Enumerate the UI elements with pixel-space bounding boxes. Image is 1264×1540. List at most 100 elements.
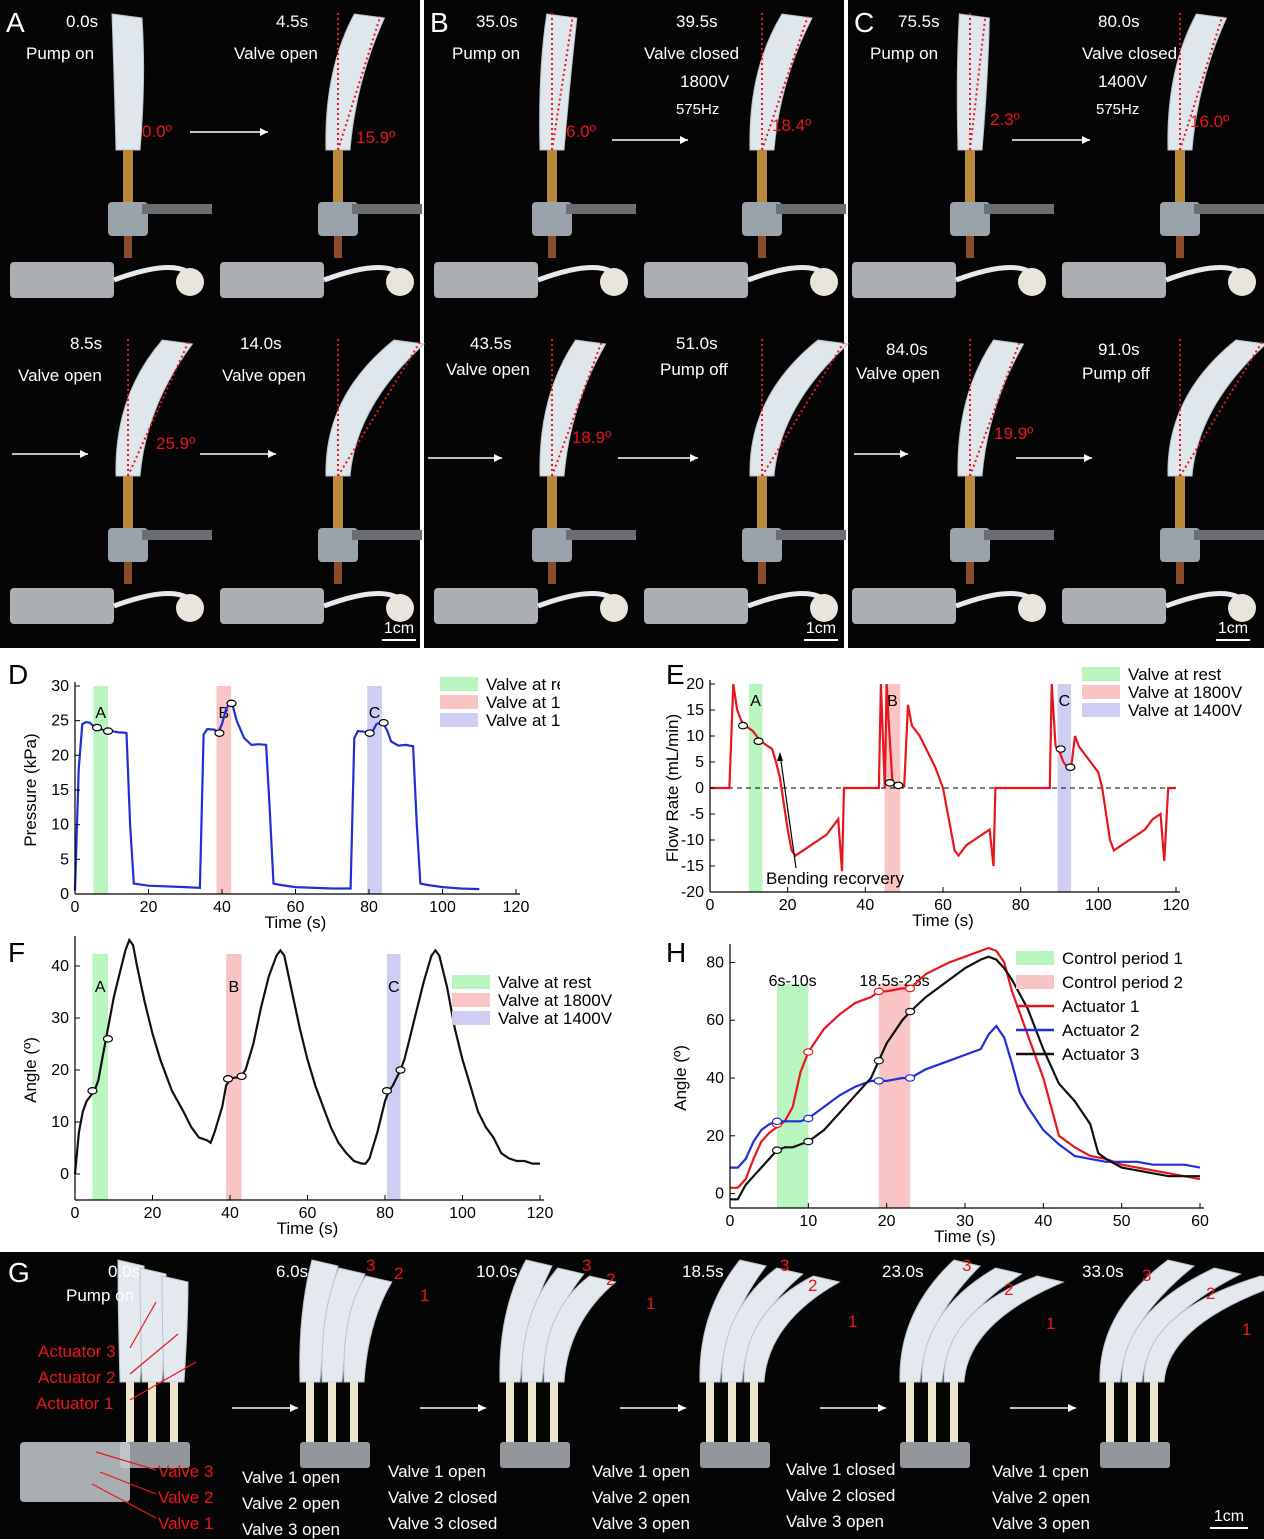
band-label: 6s-10s: [769, 973, 817, 990]
photo-panel-g: [0, 1252, 1264, 1539]
arrow-head: [878, 1404, 886, 1412]
angle-label: 25.9º: [156, 434, 196, 453]
pump-cap: [1228, 594, 1256, 622]
band-label: A: [750, 693, 761, 710]
angle-label: 18.9º: [572, 428, 612, 447]
y-tick-label: 0: [60, 1166, 69, 1183]
time-label: 4.5s: [276, 12, 309, 31]
actuator-figure: [644, 10, 846, 298]
state-label: Valve closed: [1082, 44, 1178, 63]
y-tick-label: -20: [681, 884, 704, 901]
time-label: 75.5s: [898, 12, 940, 31]
legend-label: Control period 1: [1062, 949, 1183, 968]
x-tick-label: 60: [934, 897, 952, 914]
panel-label-g: G: [8, 1257, 30, 1288]
data-marker: [381, 1087, 393, 1095]
soft-actuator: [749, 339, 850, 477]
data-marker: [222, 1075, 234, 1083]
soft-actuator: [957, 339, 1025, 477]
tube: [950, 1382, 958, 1442]
pump-cap: [386, 268, 414, 296]
actuator-figure: [852, 10, 1054, 298]
needle: [966, 562, 974, 584]
tube: [728, 1382, 736, 1442]
soft-actuator: [543, 1275, 617, 1383]
valve-device: [434, 588, 538, 624]
actuator-label: Actuator 2: [38, 1368, 116, 1387]
angle-guide: [337, 15, 382, 151]
x-tick-label: 40: [213, 899, 231, 916]
angle-label: 15.9º: [356, 128, 396, 147]
panel-g-illustration: [20, 1259, 1264, 1519]
flow-rate-chart: A B C 0 20 40 60 80 100 120 -20 -15 -10 -5 0 5 10 15 20 Tim…: [663, 665, 1243, 930]
actuator-group: [1099, 1259, 1264, 1468]
data-marker: [884, 779, 895, 787]
needle: [966, 236, 974, 258]
series-line: [73, 701, 480, 891]
actuator-group: [117, 1259, 190, 1468]
actuator-figure: [220, 10, 422, 298]
needle: [548, 562, 556, 584]
annotation-arrow-head: [777, 752, 783, 761]
brass-tube: [757, 476, 767, 528]
angle-guide: [337, 341, 421, 477]
clamp: [1194, 530, 1264, 540]
pointer-line: [129, 1361, 197, 1401]
soft-actuator: [111, 13, 145, 151]
series-line: [710, 683, 1176, 872]
photo-illustrations: [10, 10, 1264, 624]
x-tick-label: 120: [503, 899, 530, 916]
legend-swatch: [452, 975, 490, 989]
legend-label: Valve at 1400V: [498, 1009, 613, 1028]
data-marker: [1065, 763, 1076, 772]
legend-swatch: [1016, 975, 1054, 989]
brass-tube: [333, 476, 343, 528]
y-tick-label: 20: [51, 747, 69, 764]
data-marker: [803, 1048, 814, 1056]
g-time-label: 33.0s: [1082, 1262, 1124, 1281]
tube: [1128, 1382, 1136, 1442]
annotation-arrow: [779, 753, 797, 869]
shaded-band: [93, 686, 109, 894]
legend-label: Valve at 1800V: [498, 991, 613, 1010]
clamp: [142, 204, 212, 214]
actuator-number: 1: [1242, 1320, 1252, 1339]
valve-device: [220, 262, 324, 298]
valve-device: [434, 262, 538, 298]
tube: [528, 1382, 536, 1442]
arrow-head: [678, 1404, 686, 1412]
state-label: Pump off: [1082, 364, 1150, 383]
data-marker: [803, 1114, 814, 1123]
tube: [550, 1382, 558, 1442]
scale-bar: 1cm: [382, 620, 416, 641]
frequency-label: 575Hz: [676, 101, 720, 118]
actuator-group: [299, 1259, 393, 1468]
data-marker: [364, 729, 375, 737]
time-label: 0.0s: [66, 12, 99, 31]
shaded-band: [367, 686, 382, 894]
shaded-band: [878, 984, 911, 1208]
arrow-head: [80, 450, 88, 458]
shaded-band: [777, 984, 809, 1208]
tube: [1150, 1382, 1158, 1442]
actuator-number: 3: [366, 1256, 376, 1275]
data-marker: [873, 1056, 884, 1065]
y-tick-label: 60: [706, 1012, 724, 1029]
y-tick-label: 40: [706, 1070, 724, 1087]
manifold: [500, 1442, 570, 1468]
actuator-group: [899, 1259, 1065, 1468]
clamp: [566, 204, 636, 214]
legend-label: Valve at 1400V: [1128, 701, 1243, 720]
actuator-figure: [1062, 10, 1264, 298]
voltage-label: 1400V: [1098, 72, 1148, 91]
soft-actuator: [956, 13, 990, 151]
legend-label: Valve at 1800V: [486, 693, 560, 712]
x-tick-label: 40: [1034, 1213, 1052, 1230]
x-tick-label: 30: [956, 1213, 974, 1230]
arrow-head: [268, 450, 276, 458]
x-axis-label: Time (s): [934, 1227, 996, 1246]
time-label: 84.0s: [886, 340, 928, 359]
angle-guide: [551, 341, 603, 477]
valve-state: Valve 3 open: [992, 1514, 1090, 1533]
band-label: B: [229, 979, 240, 996]
